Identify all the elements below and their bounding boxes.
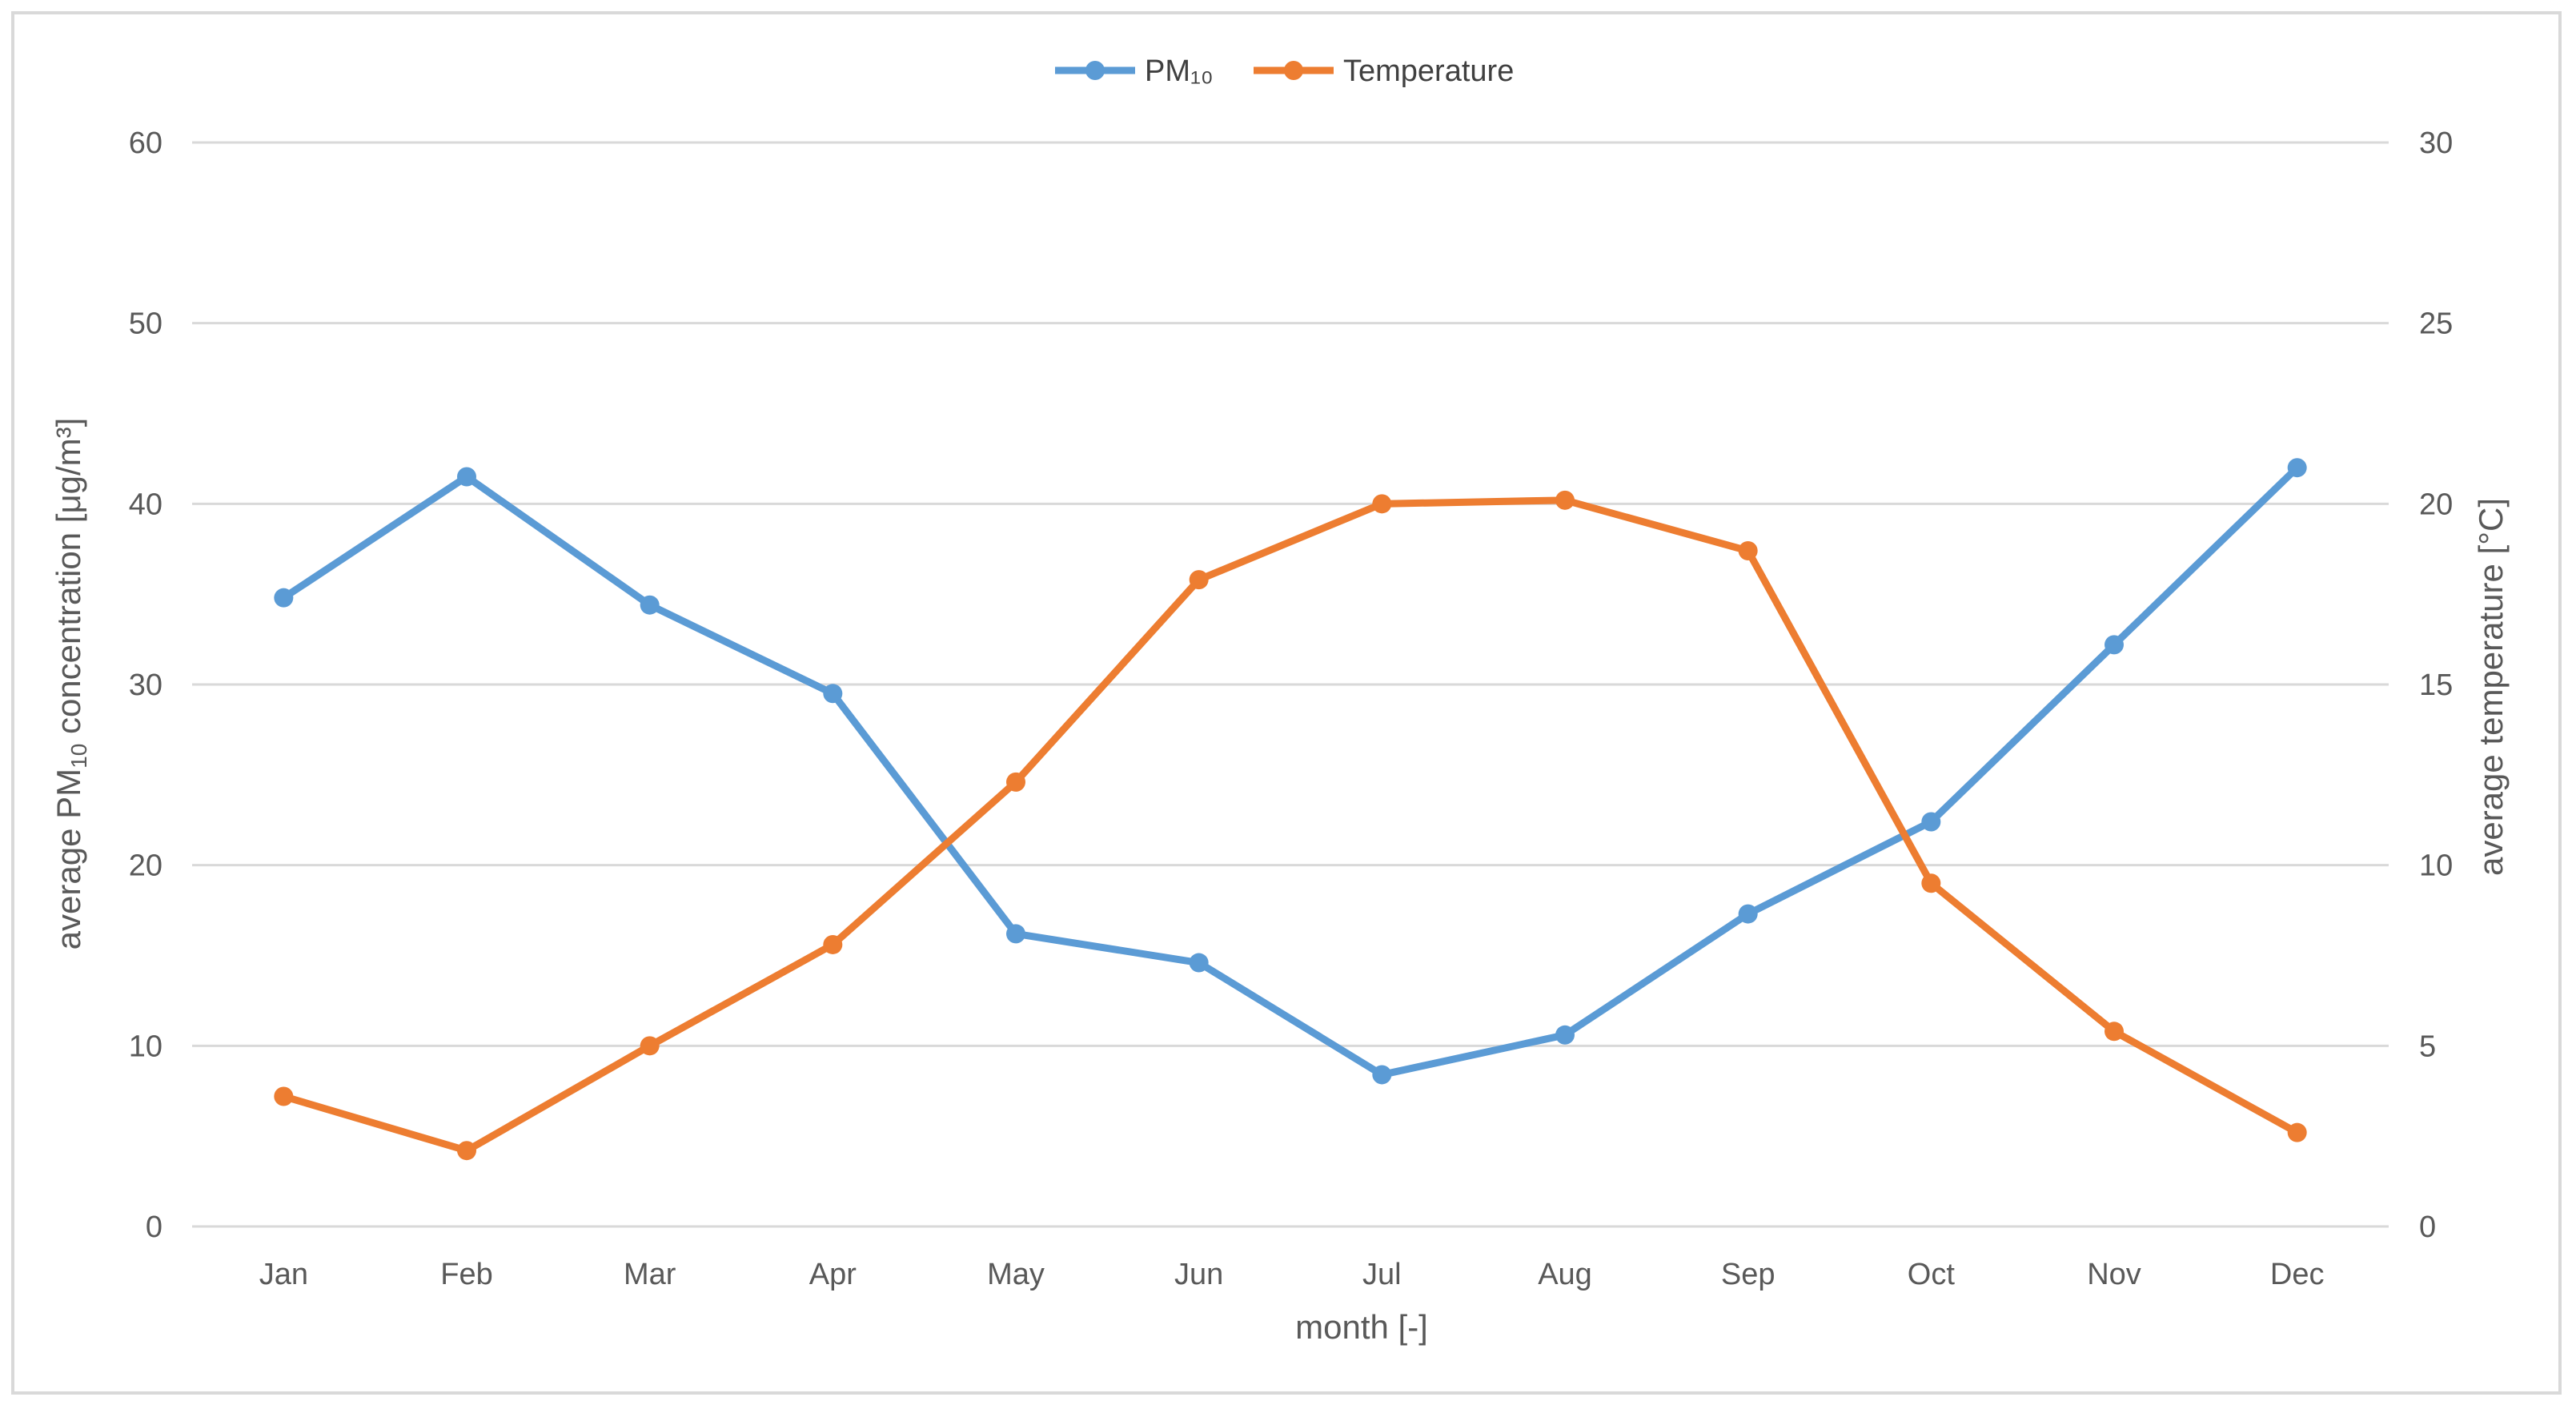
y-left-tick-label: 30 [129, 668, 163, 702]
data-point [1372, 1065, 1392, 1085]
x-tick-label: Jun [1174, 1258, 1223, 1291]
y-right-tick-label: 0 [2419, 1210, 2436, 1244]
y-right-tick-label: 5 [2419, 1030, 2436, 1063]
data-point [1555, 490, 1575, 510]
x-tick-labels: Jan Feb Mar Apr May Jun Jul Aug Sep Oct Nov Dec [259, 1258, 2325, 1291]
data-point [823, 934, 843, 954]
x-tick-label: Mar [624, 1258, 676, 1291]
data-point [1006, 924, 1025, 944]
data-point [1555, 1025, 1575, 1045]
gridlines [192, 141, 2389, 1228]
data-point [1006, 772, 1025, 792]
x-tick-label: Apr [809, 1258, 857, 1291]
legend-label: Temperature [1343, 54, 1514, 88]
chart-frame: 0 10 20 30 40 50 60 0 5 10 15 20 25 30 Jan Feb Mar Apr M… [11, 11, 2562, 1395]
y-left-tick-label: 40 [129, 488, 163, 521]
data-point [457, 1141, 476, 1161]
y-right-tick-label: 30 [2419, 126, 2453, 160]
data-point [1372, 494, 1392, 514]
data-point [640, 595, 660, 615]
legend: PM₁₀ Temperature [1055, 54, 1514, 88]
x-tick-label: Feb [440, 1258, 492, 1291]
x-tick-label: Jul [1362, 1258, 1402, 1291]
y-right-tick-label: 15 [2419, 668, 2453, 702]
y-left-tick-labels: 0 10 20 30 40 50 60 [129, 126, 163, 1244]
x-tick-label: Sep [1721, 1258, 1776, 1291]
data-point [457, 467, 476, 487]
line-chart: 0 10 20 30 40 50 60 0 5 10 15 20 25 30 Jan Feb Mar Apr M… [50, 54, 2510, 1346]
x-tick-label: Aug [1538, 1258, 1592, 1291]
legend-marker [1085, 61, 1105, 80]
data-point [1738, 904, 1758, 924]
y-left-axis-title-sub: 10 [66, 744, 91, 769]
y-right-tick-labels: 0 5 10 15 20 25 30 [2419, 126, 2453, 1244]
y-left-tick-label: 10 [129, 1030, 163, 1063]
data-point [1738, 541, 1758, 561]
y-left-tick-label: 60 [129, 126, 163, 160]
x-axis-title: month [-] [1295, 1308, 1428, 1346]
legend-marker [1284, 61, 1303, 80]
y-right-tick-label: 25 [2419, 307, 2453, 341]
x-tick-label: Oct [1908, 1258, 1956, 1291]
data-point [2287, 458, 2307, 478]
series-pm10 [274, 458, 2307, 1085]
y-left-axis-title-pre: average PM [50, 769, 87, 949]
data-point [1189, 953, 1209, 973]
legend-label: PM₁₀ [1145, 54, 1214, 88]
y-left-tick-label: 0 [146, 1210, 163, 1244]
data-point [823, 684, 843, 704]
data-point [2287, 1122, 2307, 1142]
data-point [1921, 812, 1941, 832]
y-left-axis-title: average PM10 concentration [μg/m³] [50, 418, 91, 950]
series-line [279, 496, 2301, 1154]
x-tick-label: Jan [259, 1258, 308, 1291]
series-line [279, 464, 2301, 1078]
series-temperature [274, 490, 2307, 1161]
data-point [640, 1036, 660, 1056]
x-tick-label: Nov [2087, 1258, 2141, 1291]
y-left-axis-title-post: concentration [μg/m³] [50, 418, 87, 744]
data-point [1921, 873, 1941, 893]
series-lines [274, 458, 2307, 1161]
x-tick-label: May [987, 1258, 1045, 1291]
y-left-tick-label: 50 [129, 307, 163, 341]
data-point [274, 1086, 294, 1106]
x-tick-label: Dec [2270, 1258, 2325, 1291]
y-right-tick-label: 20 [2419, 488, 2453, 521]
y-right-axis-title: average temperature [°C] [2472, 498, 2510, 876]
data-point [2105, 1022, 2124, 1042]
data-point [1189, 570, 1209, 590]
y-right-tick-label: 10 [2419, 849, 2453, 883]
y-left-tick-label: 20 [129, 849, 163, 883]
data-point [2105, 635, 2124, 655]
data-point [274, 588, 294, 608]
